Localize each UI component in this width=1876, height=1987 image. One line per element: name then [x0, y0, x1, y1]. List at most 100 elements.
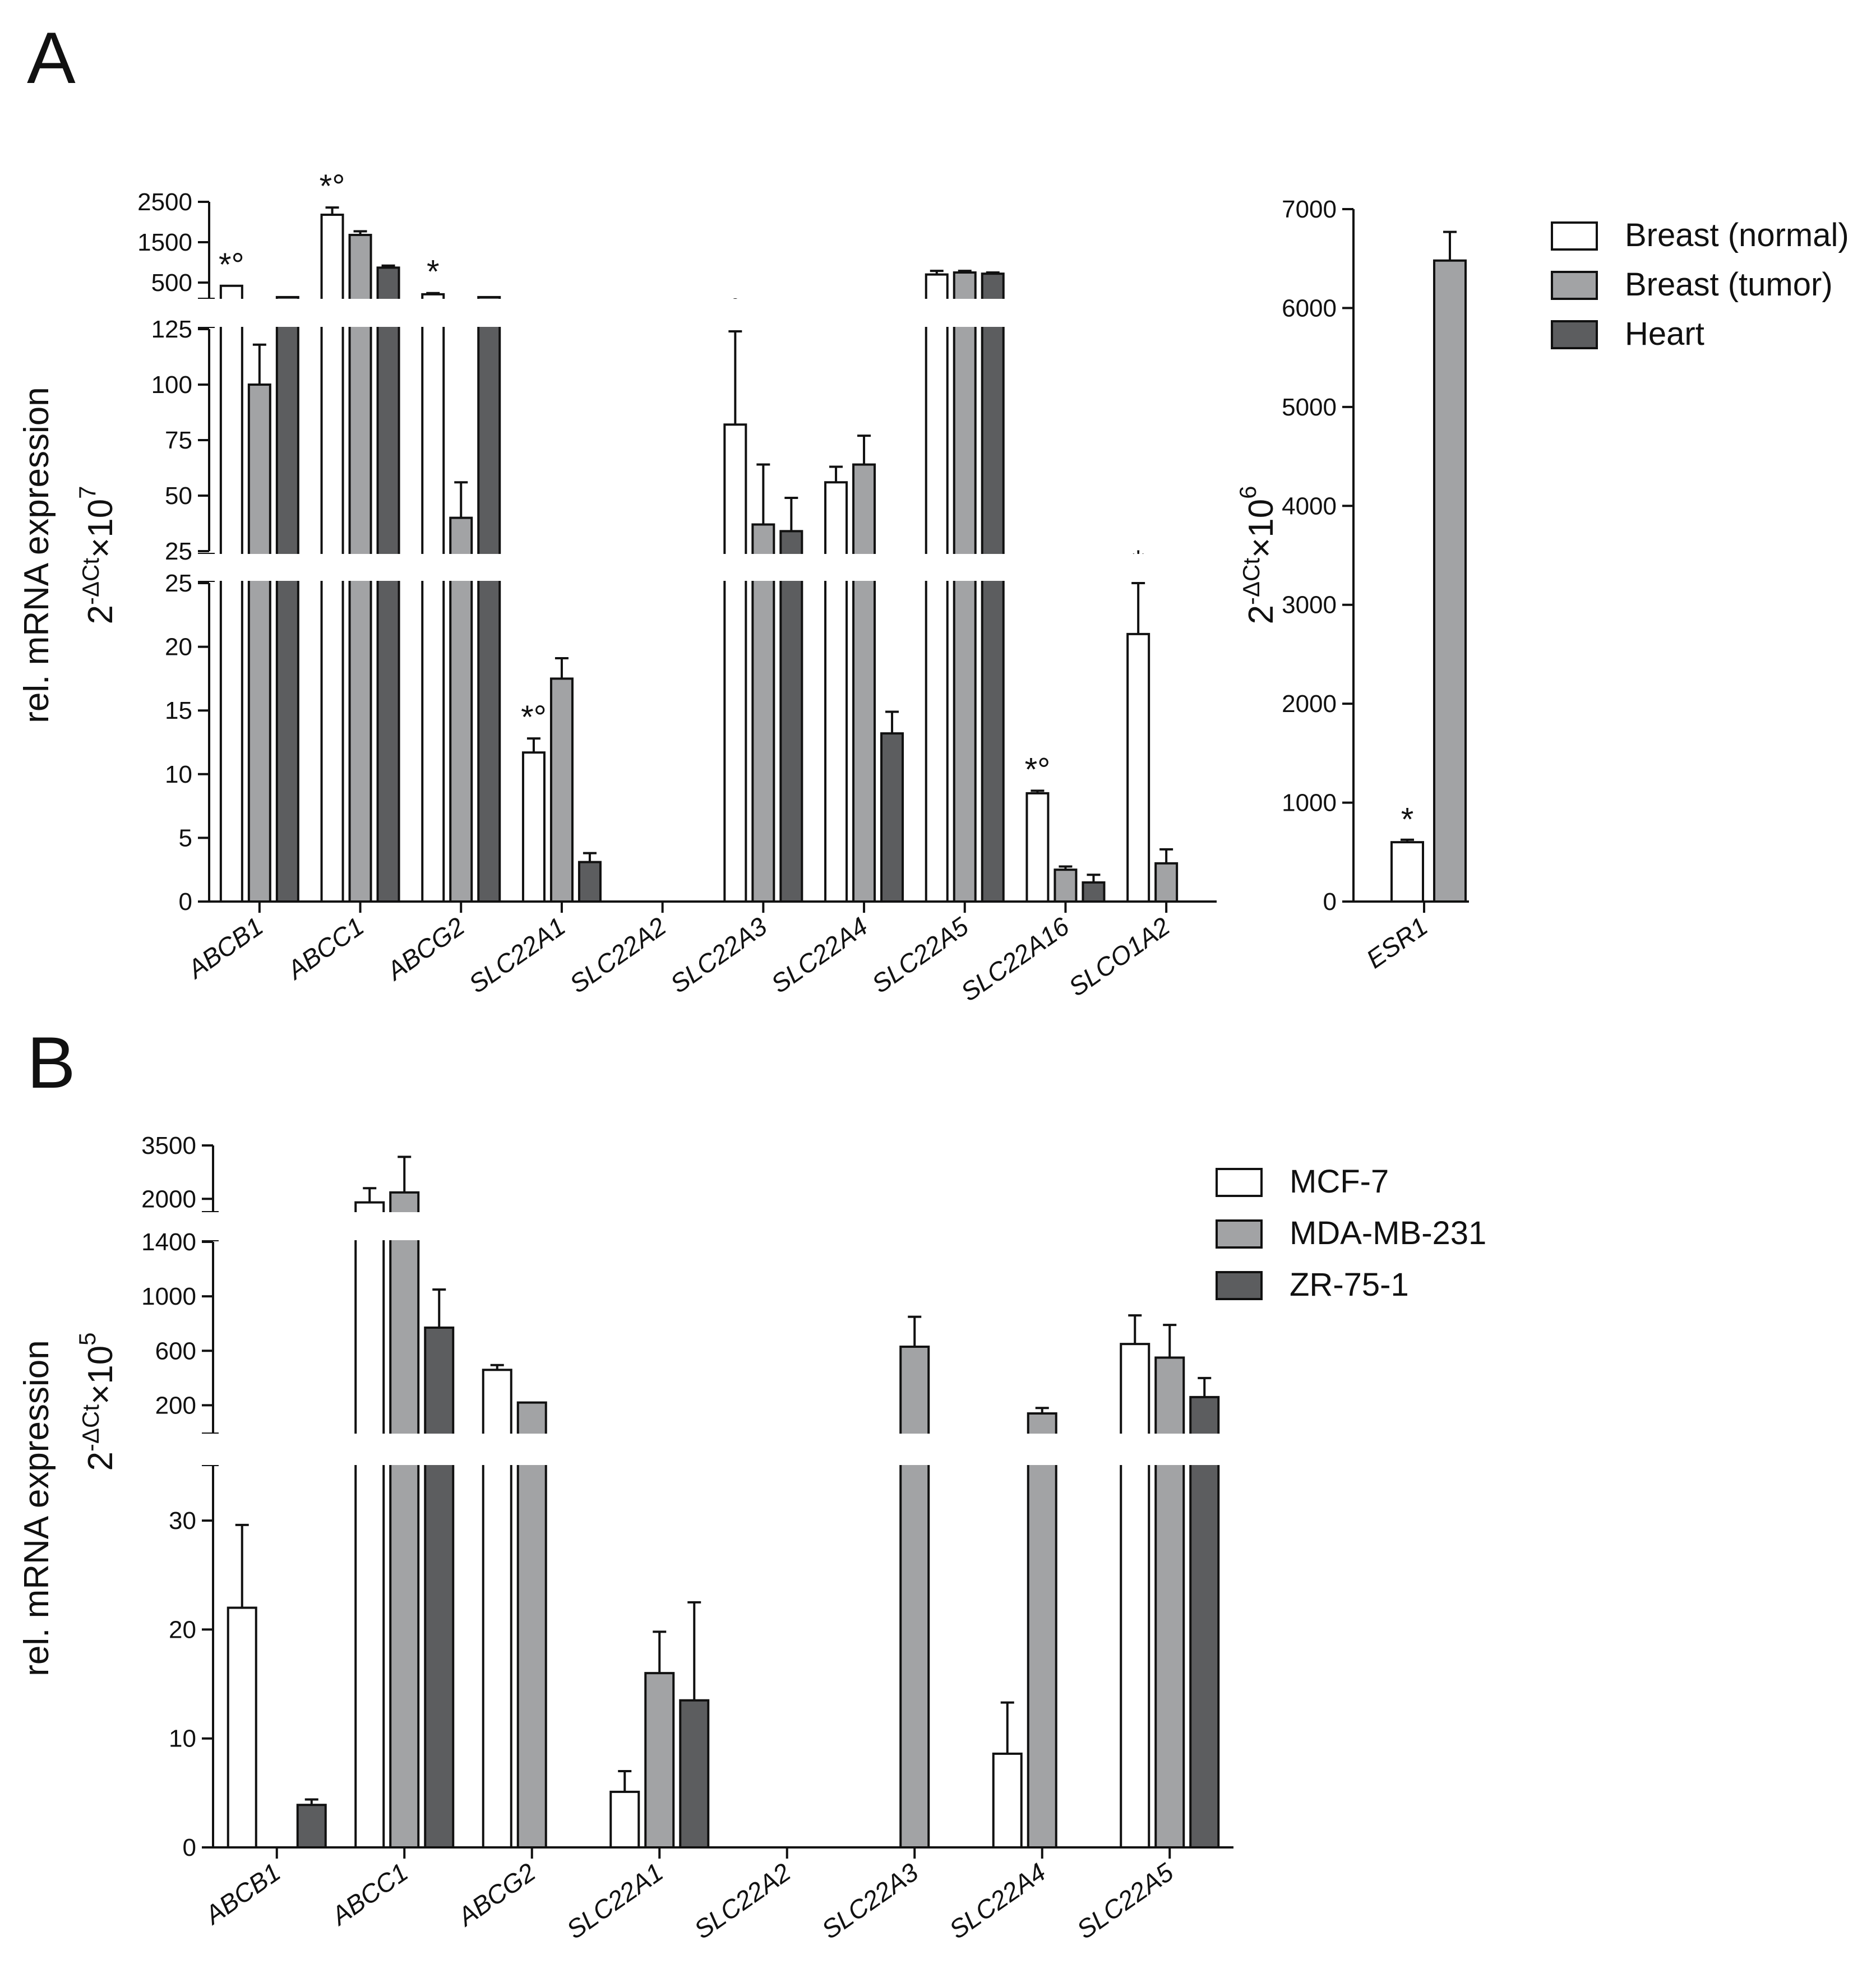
y-tick-label: 2000: [1282, 690, 1337, 718]
bar: [247, 383, 271, 903]
bar: [516, 1401, 547, 1849]
legend-label: MCF-7: [1290, 1163, 1389, 1200]
axis-break-gap: [196, 1212, 1239, 1240]
y-axis-unit-b: 2-ΔCt×105: [74, 1332, 120, 1471]
chart-panel-esr1: 0 1000 2000 3000 4000 5000 6000 7000 ESR1 *: [1282, 196, 1469, 974]
y-tick-label: 10: [165, 761, 192, 788]
axis-break-gap: [192, 299, 1222, 327]
y-tick-label: 10: [169, 1725, 196, 1753]
y-axis-unit-esr1: 2-ΔCt×106: [1235, 486, 1281, 624]
y-tick-label: 30: [169, 1507, 196, 1535]
significance-mark: *°: [219, 247, 244, 283]
bar: [1154, 1356, 1185, 1849]
y-tick-label: 5000: [1282, 394, 1337, 421]
y-tick-label: 15: [165, 697, 192, 724]
bar: [521, 751, 546, 903]
bar: [779, 530, 803, 903]
x-tick-label: SLC22A3: [816, 1857, 923, 1944]
bar: [992, 1752, 1023, 1849]
svg-text:2-ΔCt×106: 2-ΔCt×106: [1235, 486, 1281, 624]
bar: [1126, 632, 1150, 903]
y-tick-label: 25: [165, 570, 192, 597]
y-tick-label: 1000: [1282, 789, 1337, 817]
bar: [1025, 792, 1050, 903]
unit-exp-a: -ΔCt: [77, 558, 104, 605]
y-tick-label: 6000: [1282, 294, 1337, 322]
legend-label: Breast (tumor): [1625, 266, 1833, 303]
bar: [1189, 1395, 1220, 1849]
bar: [852, 463, 876, 903]
bar: [1082, 881, 1106, 903]
bar: [1433, 259, 1467, 903]
y-tick-label: 20: [165, 634, 192, 661]
legend-label: MDA-MB-231: [1290, 1215, 1486, 1251]
panel-label-a: A: [27, 17, 76, 99]
y-tick-label: 0: [179, 888, 192, 916]
significance-mark: *: [1401, 802, 1414, 838]
bar: [376, 266, 400, 903]
unit-base-esr1: 2: [1242, 605, 1281, 624]
y-axis-unit-a: 2-ΔCt×107: [74, 486, 120, 624]
significance-mark: *°: [320, 168, 345, 205]
legend-a: Breast (normal) Breast (tumor) Heart: [1551, 217, 1849, 352]
unit-pow-b: 5: [74, 1332, 100, 1345]
legend-swatch: [1551, 221, 1598, 251]
bar: [389, 1191, 420, 1849]
bar: [421, 293, 445, 903]
x-tick-label: SLC22A3: [665, 911, 772, 999]
axis-break-gap: [196, 1434, 1239, 1465]
unit-base-b: 2: [81, 1452, 120, 1471]
bar: [354, 1201, 385, 1849]
unit-exp-b: -ΔCt: [77, 1404, 104, 1452]
chart-panel-b: 0 10 20 30 200 600 1000 1400 2000 3500 ABCB1 ABCC1 A…: [141, 1132, 1239, 1944]
bar: [219, 284, 243, 903]
y-tick-label: 7000: [1282, 196, 1337, 223]
x-tick-label: SLC22A4: [944, 1857, 1051, 1945]
panel-label-b: B: [27, 1022, 76, 1103]
x-tick-label: SLC22A5: [1071, 1857, 1179, 1944]
bar: [880, 732, 904, 903]
y-axis-title-b: rel. mRNA expression: [17, 1340, 56, 1676]
x-tick-label: ABCB1: [181, 912, 269, 985]
svg-text:2-ΔCt×107: 2-ΔCt×107: [74, 486, 120, 624]
y-tick-label: 75: [165, 427, 192, 454]
y-tick-label: 600: [155, 1337, 196, 1365]
y-tick-label: 125: [151, 316, 192, 343]
y-tick-label: 1500: [137, 229, 192, 256]
x-tick-label: SLC22A16: [955, 911, 1074, 1006]
legend-label: Breast (normal): [1625, 217, 1849, 253]
unit-base-a: 2: [81, 605, 120, 624]
legend-label: Heart: [1625, 316, 1704, 352]
unit-times-b: ×10: [81, 1346, 120, 1404]
bar: [953, 271, 977, 903]
svg-text:2-ΔCt×105: 2-ΔCt×105: [74, 1332, 120, 1471]
x-tick-label: SLC22A4: [766, 912, 873, 999]
y-tick-label: 3500: [141, 1132, 196, 1159]
unit-times-a: ×10: [81, 499, 120, 558]
legend-swatch: [1216, 1168, 1263, 1197]
bar: [1053, 868, 1078, 903]
bar: [609, 1790, 640, 1849]
x-tick-label: ESR1: [1361, 912, 1433, 974]
x-tick-label: SLCO1A2: [1063, 912, 1175, 1002]
y-tick-label: 25: [165, 538, 192, 565]
significance-mark: *°: [1025, 751, 1051, 788]
y-tick-label: 5: [179, 824, 192, 852]
y-tick-label: 1000: [141, 1283, 196, 1310]
x-tick-label: SLC22A1: [464, 912, 571, 999]
x-tick-label: SLC22A2: [564, 912, 671, 999]
legend-b: MCF-7 MDA-MB-231 ZR-75-1: [1216, 1163, 1486, 1303]
x-tick-label: ABCG2: [380, 912, 470, 987]
bar: [549, 677, 574, 903]
unit-times-esr1: ×10: [1242, 499, 1281, 558]
unit-exp-esr1: -ΔCt: [1238, 558, 1264, 605]
bar: [751, 523, 775, 903]
y-axis-title-a: rel. mRNA expression: [17, 387, 56, 723]
bar: [275, 295, 299, 903]
y-axis-label-a: rel. mRNA expression: [17, 387, 56, 723]
bar: [577, 861, 602, 903]
bar: [1154, 862, 1179, 903]
bar: [477, 295, 501, 903]
unit-pow-a: 7: [74, 486, 100, 498]
